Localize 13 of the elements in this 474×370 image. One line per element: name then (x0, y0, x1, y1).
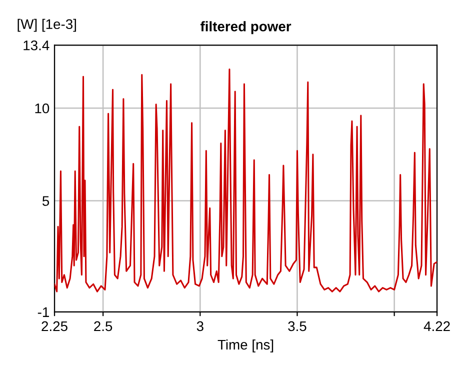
y-tick-label: 10 (35, 103, 50, 114)
y-axis-title: [W] [1e-3] (18, 18, 76, 32)
x-tick-label: 2.5 (94, 321, 112, 332)
x-tick-label: 2.25 (42, 321, 68, 332)
x-tick-label: 3.5 (288, 321, 306, 332)
y-tick-label: -1 (38, 307, 49, 317)
x-tick-label: 4.22 (424, 321, 450, 332)
y-tick-label: 13.4 (24, 40, 50, 50)
line-series (54, 68, 438, 292)
x-tick-label: 3 (196, 321, 204, 332)
y-tick-label: 5 (42, 196, 50, 206)
chart-title: filtered power (200, 21, 292, 34)
x-axis-title: Time [ns] (218, 339, 274, 352)
